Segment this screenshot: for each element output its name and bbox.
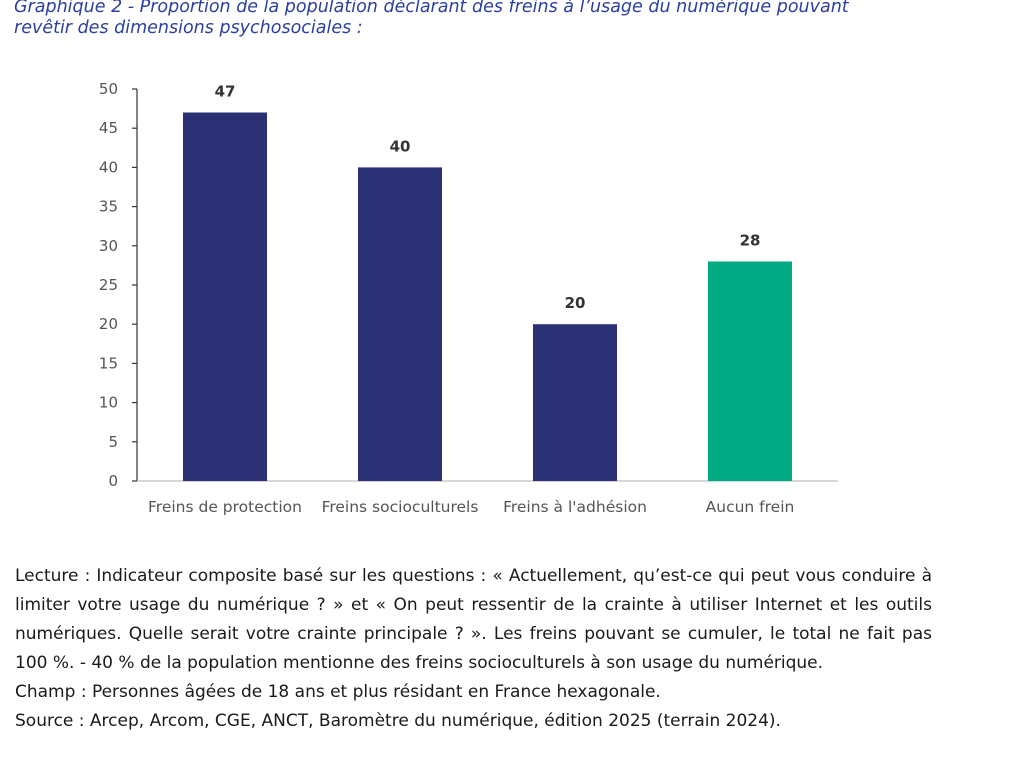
data-label-1: 47 — [215, 83, 236, 101]
bar-1 — [183, 112, 267, 482]
category-label-4: Aucun frein — [706, 498, 795, 516]
data-label-2: 40 — [390, 137, 411, 155]
lecture-note: Lecture : Indicateur composite basé sur … — [15, 566, 932, 673]
category-label-1: Freins de protection — [148, 498, 302, 516]
bar-4 — [708, 261, 792, 481]
y-tick-label-25: 25 — [99, 276, 118, 294]
y-tick-label-20: 20 — [99, 315, 118, 333]
y-tick-label-40: 40 — [99, 158, 118, 176]
bar-3 — [533, 324, 617, 481]
y-tick-label-5: 5 — [108, 433, 118, 451]
data-label-3: 20 — [565, 294, 586, 312]
source-note: Source : Arcep, Arcom, CGE, ANCT, Baromè… — [15, 711, 781, 731]
y-tick-label-0: 0 — [108, 472, 118, 490]
caption-line-2: revêtir des dimensions psychosociales : — [14, 18, 363, 38]
chart-bars — [183, 112, 792, 482]
y-tick-label-35: 35 — [99, 198, 118, 216]
champ-note: Champ : Personnes âgées de 18 ans et plu… — [15, 682, 661, 702]
bar-chart: 0 5 10 15 20 25 30 35 40 45 50 47 Freins de protect… — [99, 80, 838, 516]
y-tick-label-45: 45 — [99, 119, 118, 137]
category-label-3: Freins à l'adhésion — [503, 498, 647, 516]
y-tick-label-10: 10 — [99, 394, 118, 412]
caption-line-1: Graphique 2 - Proportion de la populatio… — [14, 0, 849, 17]
chart-caption: Graphique 2 - Proportion de la populatio… — [14, 0, 1014, 39]
y-tick-label-15: 15 — [99, 354, 118, 372]
y-tick-label-50: 50 — [99, 80, 118, 98]
chart-labels: 47 Freins de protection 40 Freins sociocult… — [148, 83, 794, 516]
bar-2 — [358, 167, 442, 481]
data-label-4: 28 — [740, 231, 761, 249]
chart-notes: Lecture : Indicateur composite basé sur … — [15, 562, 932, 736]
category-label-2: Freins socioculturels — [322, 498, 479, 516]
y-tick-label-30: 30 — [99, 237, 118, 255]
